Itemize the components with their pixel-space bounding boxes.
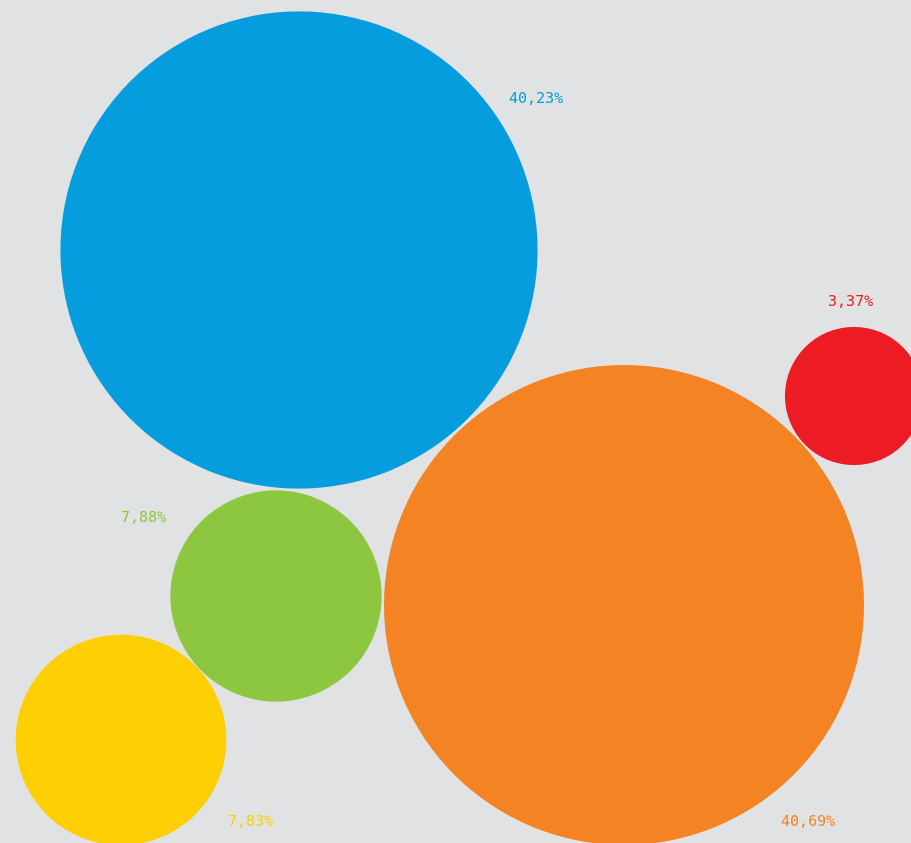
bubble-green-label: 7,88% xyxy=(121,508,166,526)
labels-group: 40,23% 40,69% 7,88% 7,83% 3,37% xyxy=(121,89,873,830)
bubble-orange-label: 40,69% xyxy=(781,812,835,830)
bubble-yellow-label: 7,83% xyxy=(228,812,273,830)
bubble-yellow xyxy=(15,634,227,843)
bubble-green xyxy=(170,490,382,702)
bubble-blue-label: 40,23% xyxy=(509,89,563,107)
bubble-orange xyxy=(384,365,864,843)
bubble-red xyxy=(784,326,911,466)
bubble-blue xyxy=(60,11,538,489)
bubbles-group xyxy=(15,11,911,843)
bubble-red-label: 3,37% xyxy=(828,292,873,310)
